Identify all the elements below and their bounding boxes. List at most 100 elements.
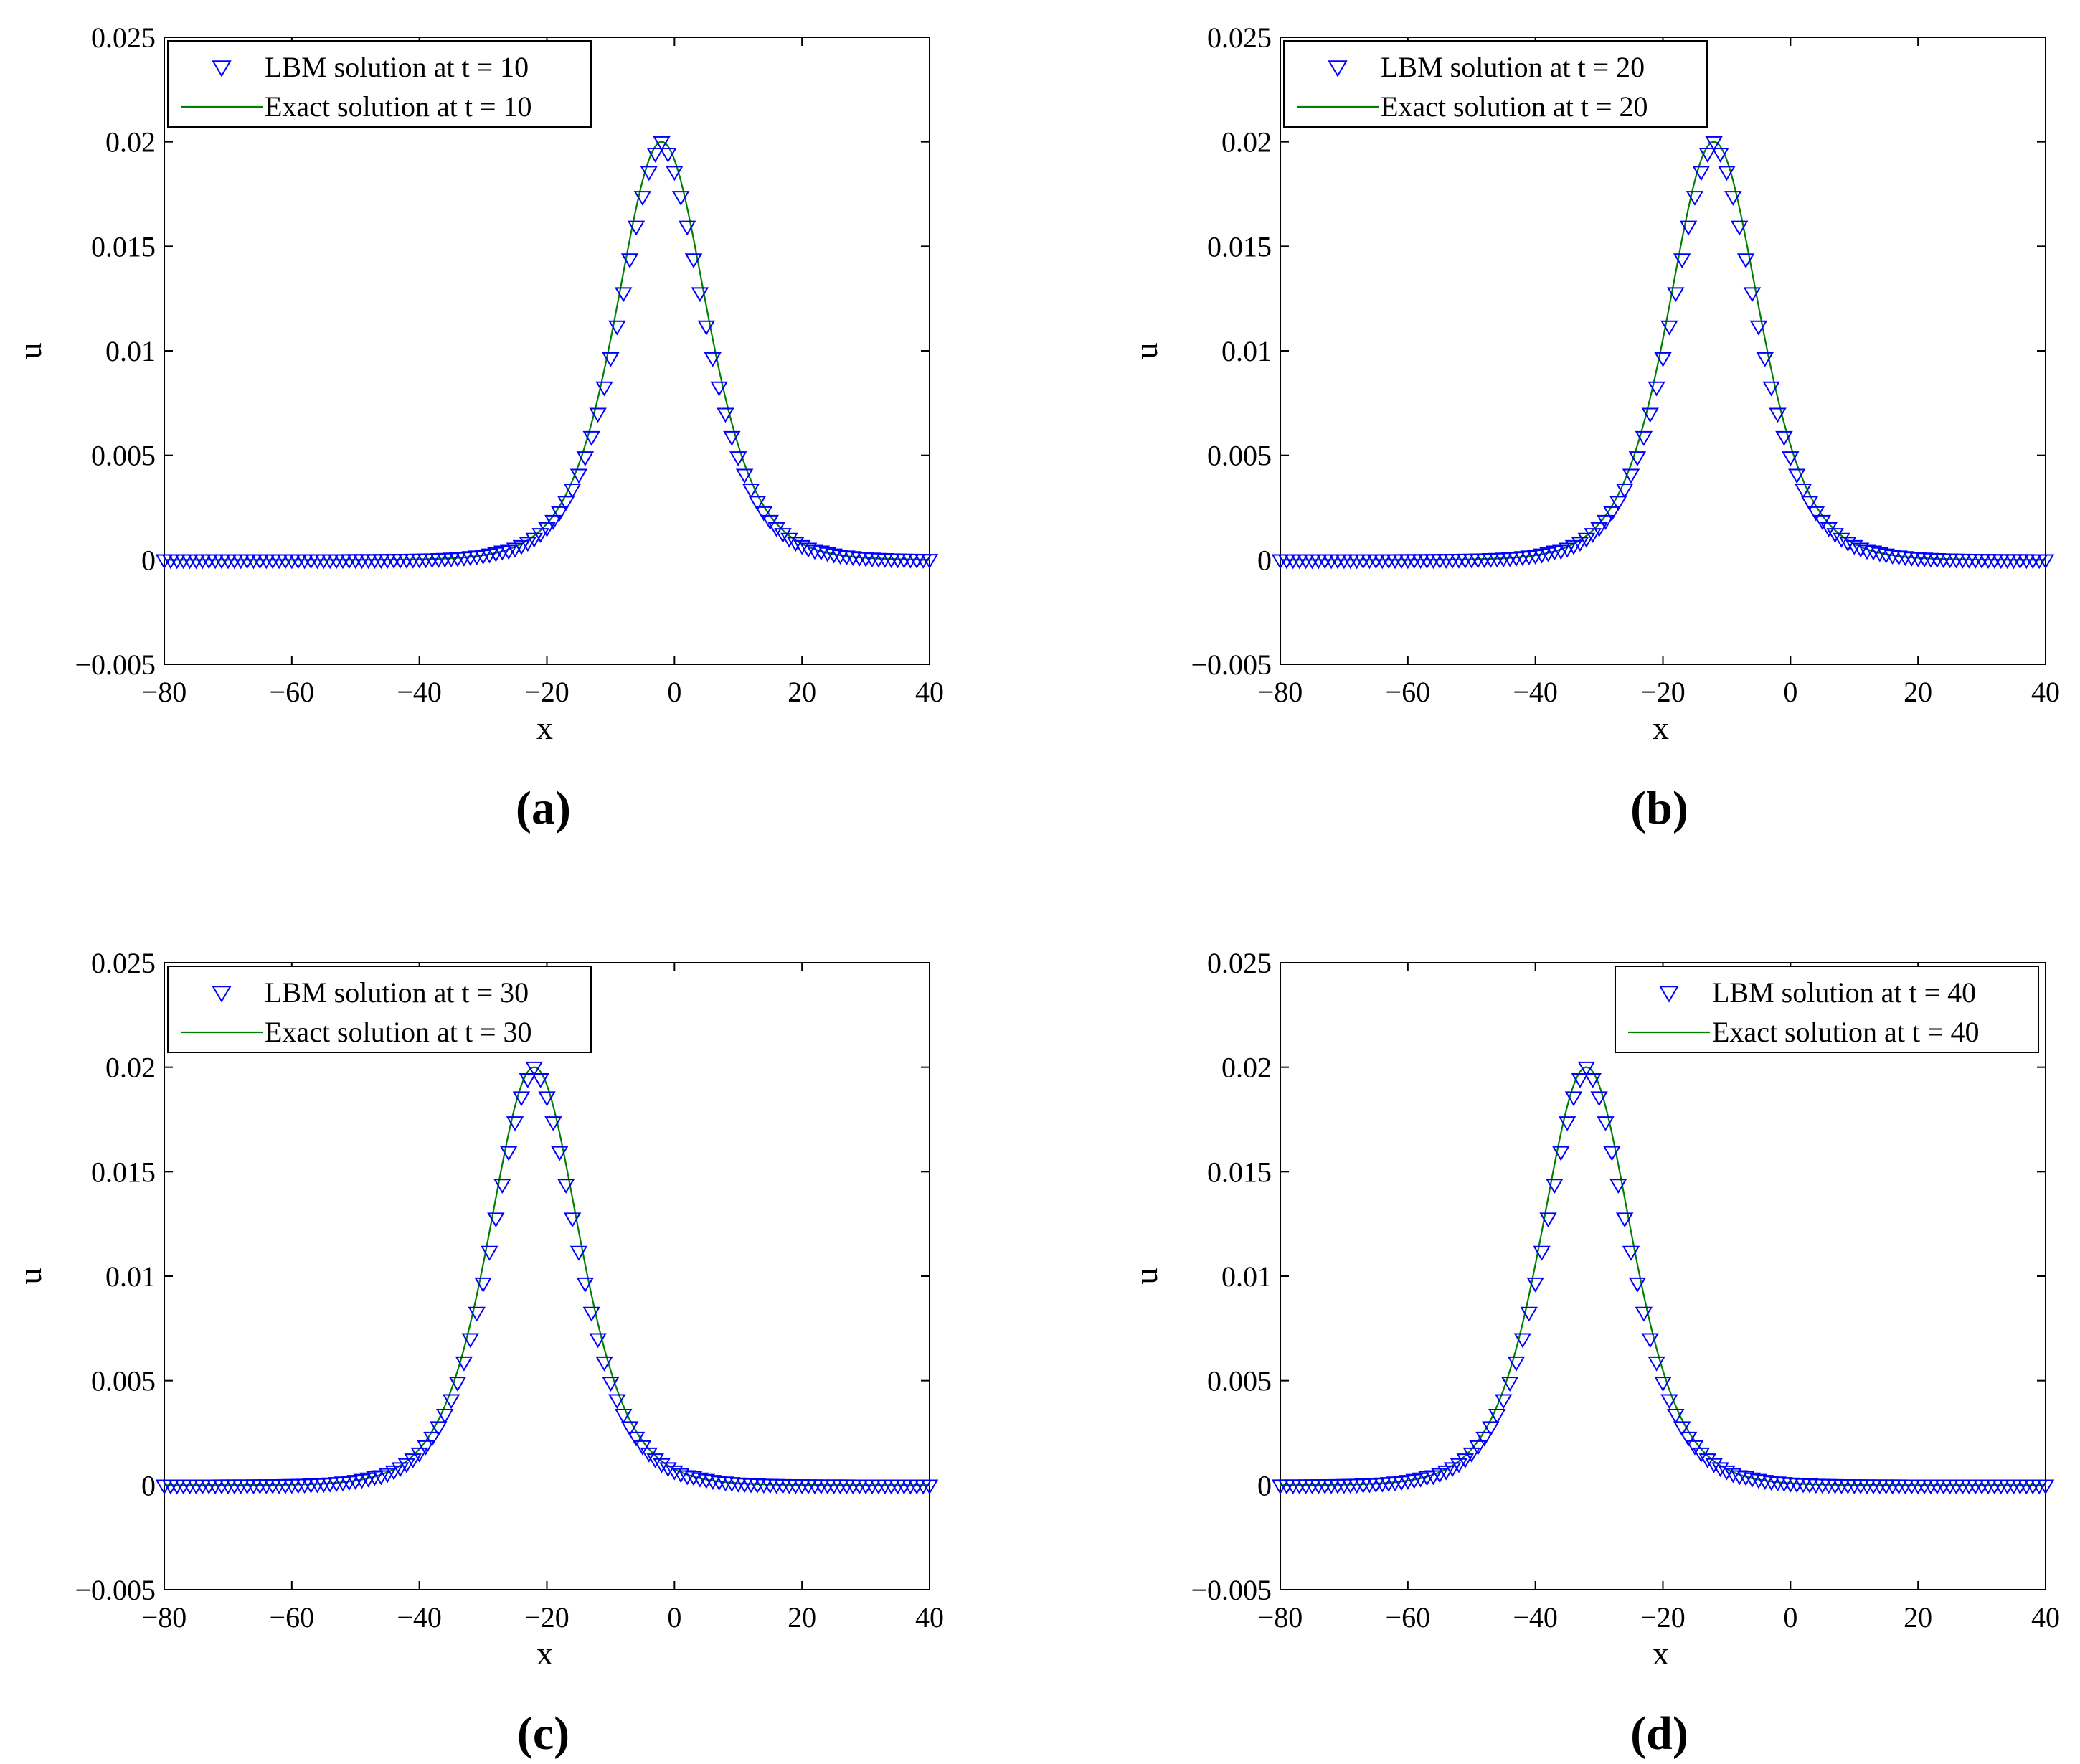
x-tick-label: −60 <box>270 676 315 708</box>
x-tick-label: −40 <box>1513 676 1558 708</box>
lbm-marker <box>1705 136 1723 151</box>
lbm-marker <box>1724 191 1742 206</box>
lbm-marker <box>671 191 690 206</box>
lbm-marker <box>1462 1447 1480 1463</box>
axes-frame <box>1280 962 2046 1590</box>
lbm-marker <box>1736 1471 1755 1486</box>
lbm-marker <box>691 287 709 303</box>
legend-label-lbm: LBM solution at t = 30 <box>265 976 529 1009</box>
lbm-marker <box>729 451 747 467</box>
legend-box <box>167 40 592 128</box>
legend-label-lbm: LBM solution at t = 10 <box>265 51 529 83</box>
x-tick-label: −20 <box>1640 676 1686 708</box>
lbm-marker <box>805 544 824 560</box>
lbm-marker <box>1826 528 1844 543</box>
lbm-marker <box>1679 220 1698 236</box>
lbm-marker <box>557 496 575 511</box>
y-tick-label: 0.015 <box>1207 230 1272 263</box>
lbm-marker <box>1673 1421 1691 1437</box>
lbm-marker <box>551 1146 569 1161</box>
lbm-marker <box>1482 1421 1500 1437</box>
chart-panel-3: −80 −60 −40 −20 0 20 40 −0.005 0 0.005 0.01 0.015 0.… <box>11 947 944 1760</box>
lbm-marker <box>1648 381 1665 397</box>
lbm-marker <box>1603 506 1621 522</box>
lbm-marker <box>1851 542 1870 558</box>
lbm-marker <box>1756 1475 1774 1490</box>
lbm-marker <box>1743 287 1762 303</box>
lbm-marker <box>812 545 831 561</box>
lbm-marker <box>1667 287 1685 303</box>
lbm-marker <box>1475 1431 1493 1447</box>
axes-frame <box>164 962 930 1590</box>
y-tick-label: 0.01 <box>1221 1260 1272 1293</box>
x-tick-label: 20 <box>788 1601 816 1633</box>
lbm-marker <box>755 506 773 522</box>
lbm-marker <box>1641 407 1659 423</box>
lbm-marker <box>1736 253 1755 269</box>
lbm-marker <box>1667 1409 1685 1424</box>
lbm-marker <box>519 1073 537 1088</box>
lbm-marker <box>589 1333 607 1349</box>
lbm-marker <box>1500 1377 1519 1392</box>
lbm-marker <box>1769 407 1787 423</box>
lbm-marker <box>1577 532 1596 548</box>
y-tick-label: 0.025 <box>91 947 156 979</box>
lbm-marker <box>1641 1333 1659 1349</box>
lbm-marker <box>1698 1453 1716 1468</box>
legend-label-exact: Exact solution at t = 40 <box>1712 1016 1980 1048</box>
exact-solution-line <box>1280 1066 2046 1486</box>
chart-panel-4: −80 −60 −40 −20 0 20 40 −0.005 0 0.005 0.01 0.015 0.… <box>1128 947 2060 1760</box>
y-tick-label: 0.005 <box>1207 440 1272 472</box>
lbm-marker <box>417 1440 435 1456</box>
lbm-marker <box>1577 1061 1596 1077</box>
lbm-marker <box>1698 148 1716 163</box>
lbm-marker <box>748 496 767 511</box>
lbm-marker <box>678 220 696 236</box>
lbm-marker <box>704 1475 722 1490</box>
lbm-marker <box>633 1440 652 1456</box>
lbm-marker <box>659 1462 677 1478</box>
lbm-marker <box>633 191 652 206</box>
lbm-marker <box>653 1458 671 1473</box>
lbm-marker <box>1756 352 1774 367</box>
axes-frame <box>164 37 930 665</box>
lbm-marker <box>735 468 754 484</box>
lbm-marker <box>1622 1245 1640 1261</box>
x-tick-label: −60 <box>1386 676 1431 708</box>
y-tick-label: 0.02 <box>105 1052 156 1084</box>
lbm-marker <box>620 1421 639 1437</box>
lbm-marker <box>582 430 600 446</box>
lbm-marker <box>1456 1453 1475 1468</box>
lbm-marker <box>1526 1277 1544 1293</box>
lbm-marker <box>512 1091 531 1107</box>
x-tick-label: 0 <box>667 676 681 708</box>
legend: LBM solution at t = 20 Exact solution at … <box>1283 40 1708 128</box>
lbm-marker <box>608 320 626 336</box>
lbm-marker <box>602 352 620 367</box>
lbm-marker <box>825 548 843 564</box>
lbm-marker <box>1597 1116 1615 1131</box>
lbm-markers <box>1271 136 2055 570</box>
lbm-marker <box>1686 1440 1704 1456</box>
lbm-marker <box>1762 381 1780 397</box>
y-tick-label: 0.01 <box>105 1260 156 1293</box>
x-tick-label: 20 <box>1904 676 1932 708</box>
lbm-marker <box>831 550 849 565</box>
x-tick-label: −80 <box>1258 1601 1303 1633</box>
lbm-marker <box>1782 451 1800 467</box>
lbm-marker <box>780 532 798 548</box>
lbm-marker <box>1597 514 1615 530</box>
lbm-marker <box>717 407 734 423</box>
legend-box <box>167 966 592 1053</box>
lbm-marker <box>774 528 792 543</box>
lbm-marker <box>538 522 556 537</box>
lbm-marker <box>697 320 716 336</box>
lbm-marker <box>448 1377 467 1392</box>
lbm-marker <box>557 1179 575 1194</box>
exact-solution-line <box>164 1066 930 1486</box>
legend-marker-lbm <box>212 986 232 1003</box>
lbm-marker <box>1686 191 1704 206</box>
lbm-marker <box>710 381 728 397</box>
lbm-marker <box>1692 166 1711 181</box>
legend-marker-lbm <box>1659 986 1679 1003</box>
